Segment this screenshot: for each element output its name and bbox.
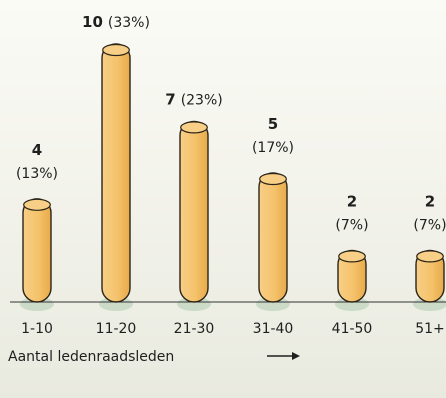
bar-cap: [23, 198, 51, 211]
x-tick-labels: 1-10 11-20 21-30 31-40 41-50 51+: [21, 321, 445, 337]
bar-shadow: [20, 297, 54, 311]
arrow-right-icon: [267, 352, 300, 360]
bar-cap: [259, 172, 287, 186]
bar-21-30: [179, 120, 209, 303]
bar-shadow: [256, 297, 290, 311]
data-labels: 4 (13%) 10 (33%) 7 (23%) 5 (17%) 2 (7%) 2 (7%): [16, 13, 446, 233]
data-label: 7 (23%): [165, 90, 222, 108]
bar-cap: [338, 250, 366, 263]
bar-cap: [102, 43, 130, 57]
bar-shadow: [177, 297, 211, 311]
percent-label: (7%): [335, 217, 368, 233]
bar-shadows: [20, 297, 446, 311]
data-label: 10 (33%): [82, 13, 150, 31]
bar-11-20: [101, 43, 131, 303]
count-label: 2: [347, 192, 357, 210]
x-tick-label: 51+: [415, 321, 445, 337]
x-tick-label: 21-30: [174, 321, 215, 337]
x-tick-label: 31-40: [253, 321, 294, 337]
x-axis-title: Aantal ledenraadsleden: [8, 349, 174, 365]
bar-1-10: [22, 198, 52, 303]
percent-label: (7%): [413, 217, 446, 233]
bar-cap: [416, 250, 444, 263]
count-label: 2: [425, 192, 435, 210]
x-tick-label: 41-50: [332, 321, 373, 337]
bar-cap: [180, 121, 208, 134]
bar-shadow: [335, 297, 369, 311]
percent-label: (13%): [16, 166, 58, 182]
count-label: 5: [268, 115, 278, 133]
x-tick-label: 1-10: [21, 321, 53, 337]
bar-31-40: [258, 172, 288, 303]
percent-label: (17%): [252, 140, 294, 156]
bar-shadow: [99, 297, 133, 311]
bars: [22, 43, 445, 303]
count-label: 4: [32, 141, 42, 159]
x-tick-label: 11-20: [96, 321, 137, 337]
